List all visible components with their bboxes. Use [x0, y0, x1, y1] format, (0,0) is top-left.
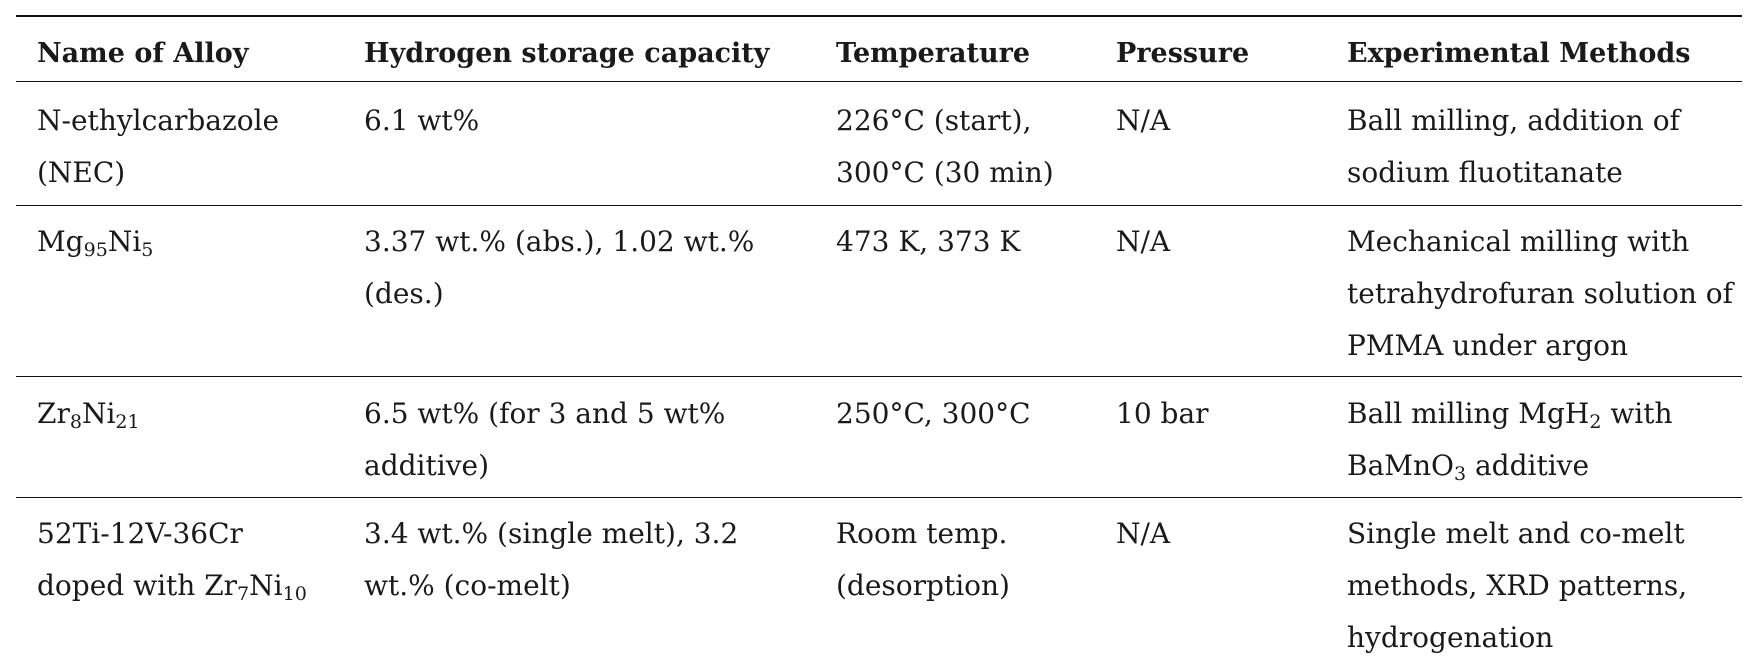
- alloy-line: doped with Zr7Ni10: [37, 560, 307, 612]
- capacity-cell: 6.1 wt%: [364, 95, 479, 147]
- capacity-line: 3.37 wt.% (abs.), 1.02 wt.%: [364, 225, 755, 258]
- subscript: 8: [69, 410, 82, 433]
- row-rule: [16, 205, 1742, 206]
- temperature-cell: 250°C, 300°C: [836, 388, 1031, 440]
- alloy-formula: Mg95Ni5: [37, 216, 153, 268]
- pressure-cell: N/A: [1116, 508, 1170, 560]
- element-symbol: Ni: [249, 569, 283, 602]
- pressure-line: N/A: [1116, 225, 1171, 258]
- methods-line: sodium fluotitanate: [1347, 156, 1623, 189]
- temperature-line: 250°C, 300°C: [836, 397, 1031, 430]
- row-rule: [16, 497, 1742, 498]
- header-pressure: Pressure: [1116, 38, 1250, 69]
- temperature-cell: Room temp. (desorption): [836, 508, 1010, 612]
- methods-cell: Ball milling, addition of sodium fluotit…: [1347, 95, 1680, 199]
- pressure-line: N/A: [1116, 104, 1171, 137]
- subscript: 3: [1453, 462, 1467, 485]
- subscript: 7: [237, 582, 250, 605]
- header-temperature: Temperature: [836, 38, 1031, 69]
- alloy-cell: Mg95Ni5: [37, 216, 153, 268]
- pressure-cell: N/A: [1116, 216, 1170, 268]
- element-symbol: Ni: [81, 397, 116, 430]
- capacity-line: 6.5 wt% (for 3 and 5 wt%: [364, 397, 726, 430]
- methods-line: tetrahydrofuran solution of: [1347, 277, 1734, 310]
- temperature-cell: 473 K, 373 K: [836, 216, 1020, 268]
- methods-text: additive: [1466, 449, 1590, 482]
- subscript: 95: [83, 238, 108, 261]
- header-hydrogen-capacity: Hydrogen storage capacity: [364, 38, 770, 69]
- capacity-cell: 6.5 wt% (for 3 and 5 wt% additive): [364, 388, 725, 492]
- capacity-line: additive): [364, 449, 490, 482]
- alloy-cell: Zr8Ni21: [37, 388, 140, 440]
- methods-line: BaMnO3 additive: [1347, 440, 1673, 492]
- methods-text: Ball milling MgH: [1347, 397, 1590, 430]
- methods-line: Ball milling MgH2 with: [1347, 388, 1673, 440]
- temperature-cell: 226°C (start), 300°C (30 min): [836, 95, 1054, 199]
- methods-cell: Mechanical milling with tetrahydrofuran …: [1347, 216, 1733, 372]
- subscript: 10: [282, 582, 307, 605]
- alloy-line: 52Ti-12V-36Cr: [37, 517, 243, 550]
- pressure-line: 10 bar: [1116, 397, 1209, 430]
- methods-line: Ball milling, addition of: [1347, 104, 1680, 137]
- methods-line: methods, XRD patterns,: [1347, 569, 1688, 602]
- subscript: 2: [1589, 410, 1602, 433]
- element-symbol: Mg: [37, 225, 84, 258]
- alloy-formula: Zr8Ni21: [37, 388, 140, 440]
- temperature-line: Room temp.: [836, 517, 1008, 550]
- methods-text: BaMnO: [1347, 449, 1454, 482]
- capacity-cell: 3.37 wt.% (abs.), 1.02 wt.% (des.): [364, 216, 754, 320]
- capacity-cell: 3.4 wt.% (single melt), 3.2 wt.% (co-mel…: [364, 508, 738, 612]
- header-experimental-methods: Experimental Methods: [1347, 38, 1691, 69]
- element-symbol: Zr: [37, 397, 70, 430]
- alloy-cell: N-ethylcarbazole (NEC): [37, 95, 279, 199]
- temperature-line: (desorption): [836, 569, 1010, 602]
- methods-text: with: [1601, 397, 1673, 430]
- methods-line: hydrogenation: [1347, 621, 1554, 654]
- capacity-line: wt.% (co-melt): [364, 569, 571, 602]
- alloy-line: N-ethylcarbazole: [37, 104, 280, 137]
- capacity-line: (des.): [364, 277, 444, 310]
- alloy-line: (NEC): [37, 156, 126, 189]
- row-rule: [16, 376, 1742, 377]
- methods-line: Mechanical milling with: [1347, 225, 1690, 258]
- methods-cell: Ball milling MgH2 with BaMnO3 additive: [1347, 388, 1673, 492]
- temperature-line: 473 K, 373 K: [836, 225, 1021, 258]
- pressure-line: N/A: [1116, 517, 1171, 550]
- table-top-rule: [16, 15, 1742, 17]
- methods-cell: Single melt and co-melt methods, XRD pat…: [1347, 508, 1687, 664]
- capacity-line: 3.4 wt.% (single melt), 3.2: [364, 517, 739, 550]
- capacity-line: 6.1 wt%: [364, 104, 480, 137]
- header-name-of-alloy: Name of Alloy: [37, 38, 249, 69]
- temperature-line: 300°C (30 min): [836, 156, 1054, 189]
- pressure-cell: N/A: [1116, 95, 1170, 147]
- subscript: 21: [115, 410, 140, 433]
- alloy-cell: 52Ti-12V-36Cr doped with Zr7Ni10: [37, 508, 307, 612]
- temperature-line: 226°C (start),: [836, 104, 1032, 137]
- header-rule: [16, 81, 1742, 82]
- element-symbol: Ni: [107, 225, 142, 258]
- methods-line: Single melt and co-melt: [1347, 517, 1685, 550]
- pressure-cell: 10 bar: [1116, 388, 1209, 440]
- methods-line: PMMA under argon: [1347, 329, 1629, 362]
- alloy-text: doped with Zr: [37, 569, 238, 602]
- subscript: 5: [141, 238, 154, 261]
